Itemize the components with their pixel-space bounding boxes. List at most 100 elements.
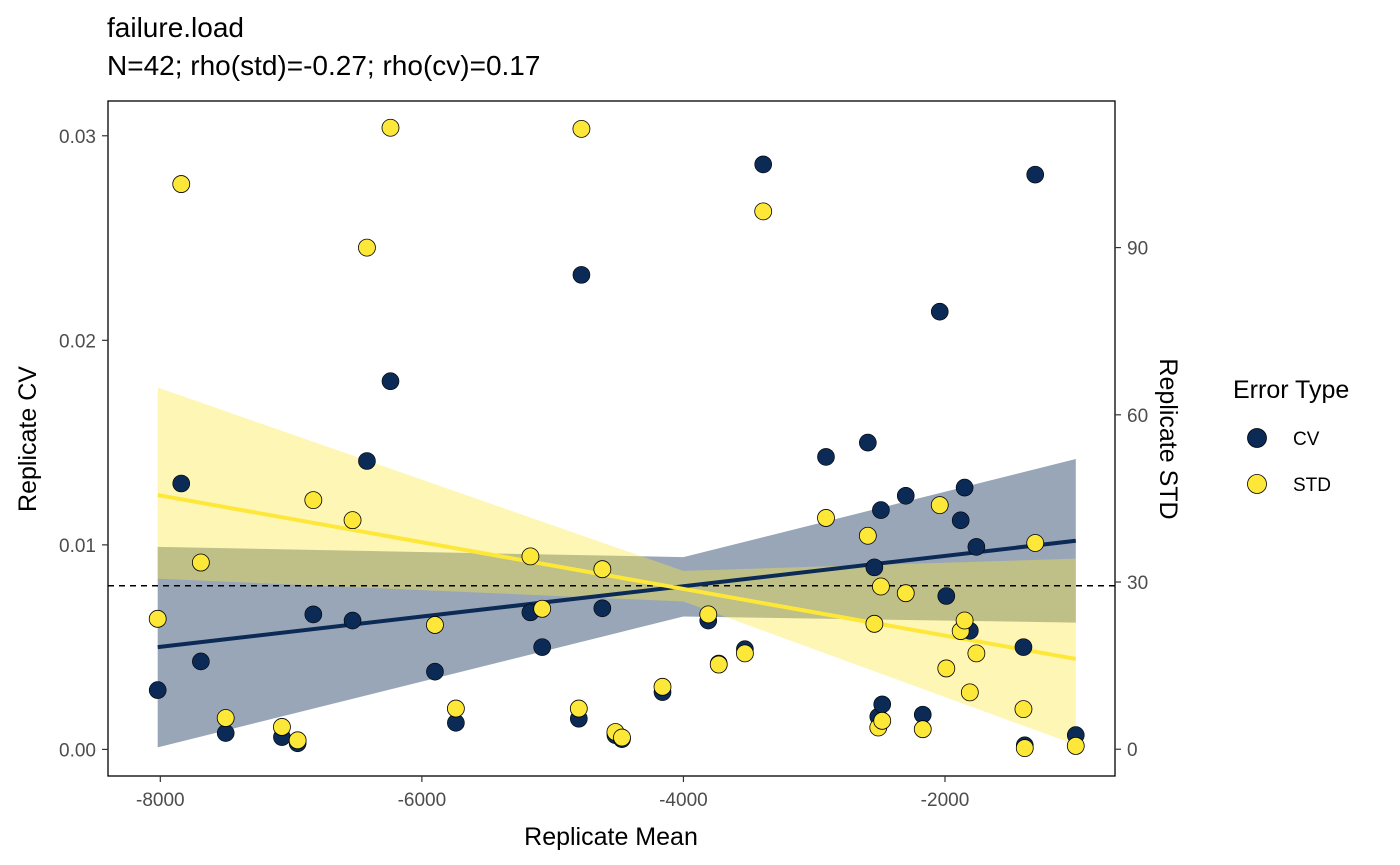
legend: Error Type CV STD	[1233, 376, 1349, 496]
std-point	[1066, 737, 1085, 755]
y-tick-label: 0.02	[59, 331, 96, 352]
chart-title: failure.load	[107, 12, 244, 43]
std-point	[865, 614, 884, 633]
confidence-bands	[157, 387, 1076, 748]
std-point	[653, 677, 672, 696]
y-right-tick-label: 0	[1127, 740, 1138, 761]
std-point	[148, 609, 167, 628]
cv-point	[754, 155, 773, 174]
y-axis-right-label: Replicate STD	[1154, 358, 1182, 519]
fit-lines	[157, 493, 1077, 661]
cv-point	[967, 538, 986, 556]
y-tick-label: 0.03	[59, 127, 96, 148]
cv-point	[426, 662, 444, 681]
chart-subtitle: N=42; rho(std)=-0.27; rho(cv)=0.17	[107, 50, 541, 81]
std-point	[572, 119, 591, 138]
std-point	[709, 655, 728, 674]
cv-point	[859, 433, 877, 452]
std-confidence-band	[157, 387, 1076, 745]
std-point	[533, 599, 552, 618]
std-point	[446, 699, 465, 718]
legend-label-std: STD	[1293, 475, 1331, 496]
std-point	[288, 731, 307, 750]
x-tick-label: -2000	[921, 790, 970, 811]
y-tick-label: 0.01	[59, 536, 96, 557]
cv-point	[593, 599, 612, 618]
std-point	[699, 605, 718, 624]
cv-point	[872, 501, 890, 519]
cv-fit-line	[157, 538, 1076, 650]
std-point	[1015, 739, 1034, 758]
std-point	[426, 616, 444, 634]
std-point	[216, 709, 235, 727]
cv-point	[930, 302, 949, 321]
y-axis-label: Replicate CV	[14, 366, 42, 512]
std-point	[569, 699, 588, 718]
x-tick-label: -8000	[136, 790, 185, 811]
cv-point	[873, 695, 892, 714]
legend-swatch-cv	[1247, 428, 1267, 448]
legend-swatch-std	[1247, 474, 1267, 494]
std-point	[1014, 700, 1033, 719]
cv-point	[343, 611, 362, 630]
cv-point	[304, 605, 323, 624]
std-point	[172, 175, 191, 193]
cv-point	[1026, 165, 1045, 184]
cv-confidence-band	[157, 459, 1076, 748]
cv-point	[865, 558, 884, 577]
cv-point	[192, 652, 210, 671]
std-point	[381, 118, 400, 137]
y-axis-left: 0.00 0.01 0.02 0.03	[59, 127, 108, 761]
std-point	[913, 720, 932, 739]
cv-point	[937, 587, 956, 605]
std-point	[343, 511, 362, 530]
y-tick-label: 0.00	[59, 740, 96, 761]
std-point	[304, 491, 323, 509]
std-point	[191, 553, 210, 572]
cv-point	[951, 511, 970, 530]
std-point	[754, 202, 773, 221]
x-axis: -8000 -6000 -4000 -2000	[136, 776, 969, 811]
x-axis-label: Replicate Mean	[524, 823, 698, 851]
cv-point	[572, 266, 591, 284]
x-tick-label: -4000	[659, 790, 708, 811]
std-point	[358, 238, 376, 257]
std-point	[872, 577, 890, 596]
cv-point	[1014, 638, 1033, 656]
std-point	[937, 659, 956, 678]
cv-point	[358, 452, 376, 470]
cv-point	[817, 448, 835, 466]
cv-point	[896, 486, 915, 505]
y-right-tick-label: 90	[1127, 239, 1148, 260]
cv-point	[216, 724, 235, 742]
std-point	[873, 711, 892, 730]
cv-point	[955, 478, 974, 497]
std-point	[593, 560, 612, 579]
std-point	[521, 547, 540, 566]
std-point	[1026, 534, 1045, 552]
std-fit-line	[157, 493, 1077, 661]
std-point	[858, 526, 877, 545]
std-point	[613, 728, 631, 747]
std-point	[896, 584, 915, 603]
y-axis-right: 0 30 60 90	[1115, 239, 1148, 761]
legend-label-cv: CV	[1293, 429, 1320, 450]
cv-point	[533, 638, 551, 656]
std-point	[735, 644, 754, 663]
y-right-tick-label: 60	[1127, 406, 1148, 427]
panel-border	[107, 100, 1116, 777]
std-point	[960, 683, 979, 702]
std-point	[817, 509, 835, 527]
std-point	[273, 718, 291, 736]
cv-point	[148, 681, 167, 699]
std-point	[955, 611, 974, 630]
data-points	[148, 118, 1085, 758]
std-point	[930, 496, 949, 515]
std-point	[967, 644, 986, 663]
cv-point	[172, 474, 191, 493]
cv-point	[381, 372, 400, 391]
y-right-tick-label: 30	[1127, 573, 1148, 594]
x-tick-label: -6000	[398, 790, 447, 811]
legend-title: Error Type	[1233, 376, 1349, 404]
